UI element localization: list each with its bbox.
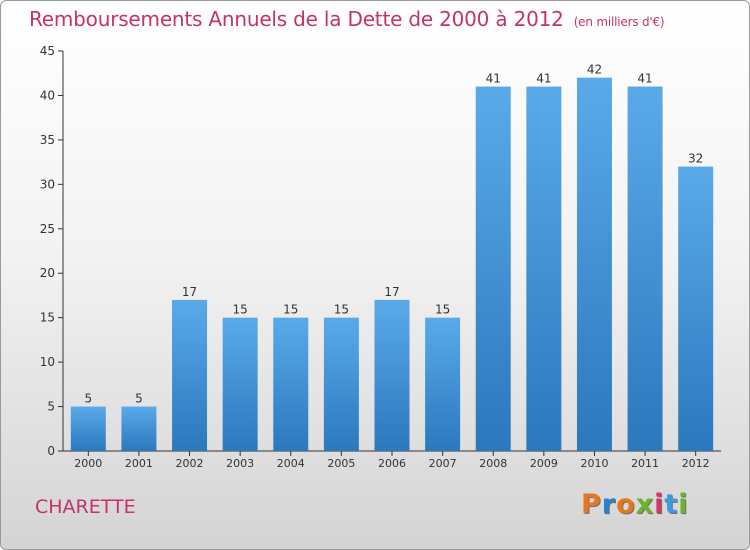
y-tick-label: 20 [40, 266, 55, 280]
logo-letter: r [601, 489, 617, 520]
bar [678, 166, 714, 452]
x-tick-label: 2007 [429, 457, 457, 470]
bar [576, 77, 612, 452]
x-tick-label: 2010 [580, 457, 608, 470]
y-axis: 0 5 10 15 20 25 30 35 40 45 [40, 44, 64, 458]
logo-letter: o [616, 489, 636, 520]
bar-value-label: 42 [587, 63, 602, 77]
bar-value-label: 5 [84, 392, 92, 406]
proxiti-logo: Proxiti [581, 489, 689, 520]
x-tick-label: 2012 [682, 457, 710, 470]
chart-unit-label: (en milliers d'€) [573, 15, 665, 29]
bars: 5 5 17 15 15 15 17 15 41 41 42 41 32 [70, 63, 714, 452]
logo-letter: t [664, 489, 679, 520]
y-tick-label: 30 [40, 177, 55, 191]
x-tick-label: 2000 [74, 457, 102, 470]
bar-value-label: 15 [233, 303, 248, 317]
bar [627, 86, 663, 452]
y-tick-label: 45 [40, 44, 55, 58]
bar [222, 317, 258, 451]
bar [323, 317, 359, 451]
bar [70, 406, 106, 451]
bar [273, 317, 309, 451]
bar-value-label: 15 [435, 303, 450, 317]
y-tick-label: 40 [40, 88, 55, 102]
bar [374, 299, 410, 451]
bar [425, 317, 461, 451]
x-tick-label: 2001 [125, 457, 153, 470]
bar-value-label: 32 [688, 152, 703, 166]
logo-letter: i [654, 489, 665, 520]
y-tick-label: 35 [40, 133, 55, 147]
x-tick-label: 2003 [226, 457, 254, 470]
bar-value-label: 41 [486, 72, 501, 86]
x-tick-label: 2002 [176, 457, 204, 470]
x-tick-label: 2011 [631, 457, 659, 470]
chart-title: Remboursements Annuels de la Dette de 20… [29, 7, 665, 31]
bar-value-label: 17 [384, 285, 399, 299]
chart-title-text: Remboursements Annuels de la Dette de 20… [29, 7, 564, 31]
logo-letter: P [581, 489, 602, 520]
place-name: CHARETTE [35, 496, 136, 518]
bar [475, 86, 511, 452]
x-tick-label: 2009 [530, 457, 558, 470]
bar [172, 299, 208, 451]
y-tick-label: 25 [40, 222, 55, 236]
bar-value-label: 41 [637, 72, 652, 86]
y-tick-label: 5 [47, 400, 55, 414]
logo-letter: i [678, 489, 689, 520]
y-tick-label: 0 [47, 444, 55, 458]
bar-value-label: 15 [283, 303, 298, 317]
x-tick-label: 2008 [479, 457, 507, 470]
y-tick-label: 15 [40, 311, 55, 325]
bar-value-label: 17 [182, 285, 197, 299]
x-tick-label: 2006 [378, 457, 406, 470]
bar [121, 406, 157, 451]
y-tick-label: 10 [40, 355, 55, 369]
logo-letter: x [635, 489, 655, 520]
bar-value-label: 15 [334, 303, 349, 317]
bar [526, 86, 562, 452]
x-tick-label: 2004 [277, 457, 305, 470]
x-tick-label: 2005 [327, 457, 355, 470]
x-axis: 2000 2001 2002 2003 2004 2005 2006 2007 2008 2009… [63, 450, 721, 470]
bar-value-label: 41 [536, 72, 551, 86]
bar-value-label: 5 [135, 392, 143, 406]
